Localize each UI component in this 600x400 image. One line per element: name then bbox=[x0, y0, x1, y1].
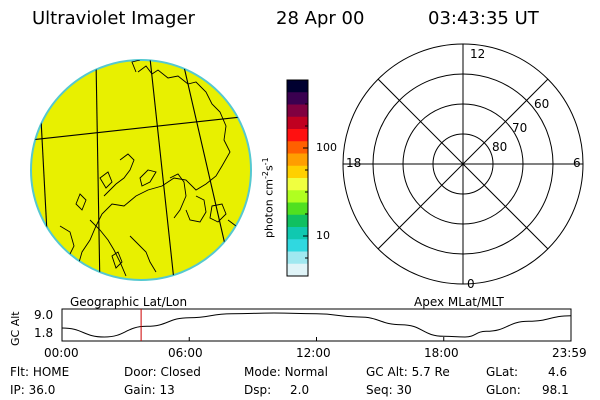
colorbar-segment bbox=[287, 116, 308, 130]
status-glon-value: 98.1 bbox=[542, 383, 569, 397]
date-label: 28 Apr 00 bbox=[276, 8, 365, 29]
status-dsp-value: 2.0 bbox=[290, 383, 310, 397]
alt-xtick-0000: 00:00 bbox=[44, 346, 79, 360]
altitude-axis-label: GC Alt bbox=[9, 311, 22, 346]
altitude-series-line bbox=[61, 312, 572, 338]
mlat-label-70: 70 bbox=[512, 121, 528, 135]
status-glat-value: 4.6 bbox=[548, 365, 568, 379]
colorbar-segment bbox=[287, 263, 308, 277]
colorbar-segment bbox=[287, 239, 308, 252]
colorbar-segment bbox=[287, 190, 308, 203]
mlt-label-12: 12 bbox=[470, 47, 486, 61]
status-glon-label: GLon: bbox=[486, 383, 521, 397]
colorbar-segment bbox=[287, 227, 308, 240]
alt-xtick-1800: 18:00 bbox=[424, 346, 459, 360]
mlt-label-6: 6 bbox=[573, 156, 581, 170]
colorbar-segment bbox=[287, 251, 308, 265]
instrument-title: Ultraviolet Imager bbox=[32, 8, 195, 29]
colorbar-segment bbox=[287, 165, 308, 179]
colorbar-segment bbox=[287, 92, 308, 105]
status-ip: IP: 36.0 bbox=[10, 383, 56, 397]
colorbar-segment bbox=[287, 178, 308, 191]
alt-xtick-2359: 23:59 bbox=[552, 346, 587, 360]
status-door: Door: Closed bbox=[124, 365, 201, 379]
status-gc-alt: GC Alt: 5.7 Re bbox=[366, 365, 450, 379]
globe-caption: Geographic Lat/Lon bbox=[70, 295, 188, 309]
globe-disc bbox=[30, 59, 252, 281]
mlat-label-80: 80 bbox=[492, 140, 508, 154]
status-gain: Gain: 13 bbox=[124, 383, 175, 397]
colorbar-segment bbox=[287, 104, 308, 118]
status-mode: Mode: Normal bbox=[244, 365, 328, 379]
colorbar-segment bbox=[287, 80, 308, 93]
time-label: 03:43:35 UT bbox=[428, 8, 539, 29]
colorbar-segment bbox=[287, 141, 308, 154]
status-dsp-label: Dsp: bbox=[244, 383, 272, 397]
alt-xtick-0600: 06:00 bbox=[168, 346, 203, 360]
status-flt: Flt: HOME bbox=[10, 365, 70, 379]
colorbar-segment bbox=[287, 153, 308, 167]
mlt-label-18: 18 bbox=[346, 156, 362, 170]
colorbar-segment bbox=[287, 129, 308, 142]
alt-ytick-1-8: 1.8 bbox=[34, 326, 54, 340]
colorbar-segment bbox=[287, 202, 308, 216]
colorbar-tick-10: 10 bbox=[316, 229, 330, 242]
mlat-label-60: 60 bbox=[534, 97, 550, 111]
alt-ytick-9: 9.0 bbox=[34, 308, 54, 322]
status-glat-label: GLat: bbox=[486, 365, 519, 379]
mlt-label-0: 0 bbox=[467, 277, 475, 291]
colorbar-segment bbox=[287, 214, 308, 228]
status-seq: Seq: 30 bbox=[366, 383, 412, 397]
alt-xtick-1200: 12:00 bbox=[296, 346, 331, 360]
polar-caption: Apex MLat/MLT bbox=[414, 295, 504, 309]
colorbar-tick-100: 100 bbox=[316, 141, 337, 154]
